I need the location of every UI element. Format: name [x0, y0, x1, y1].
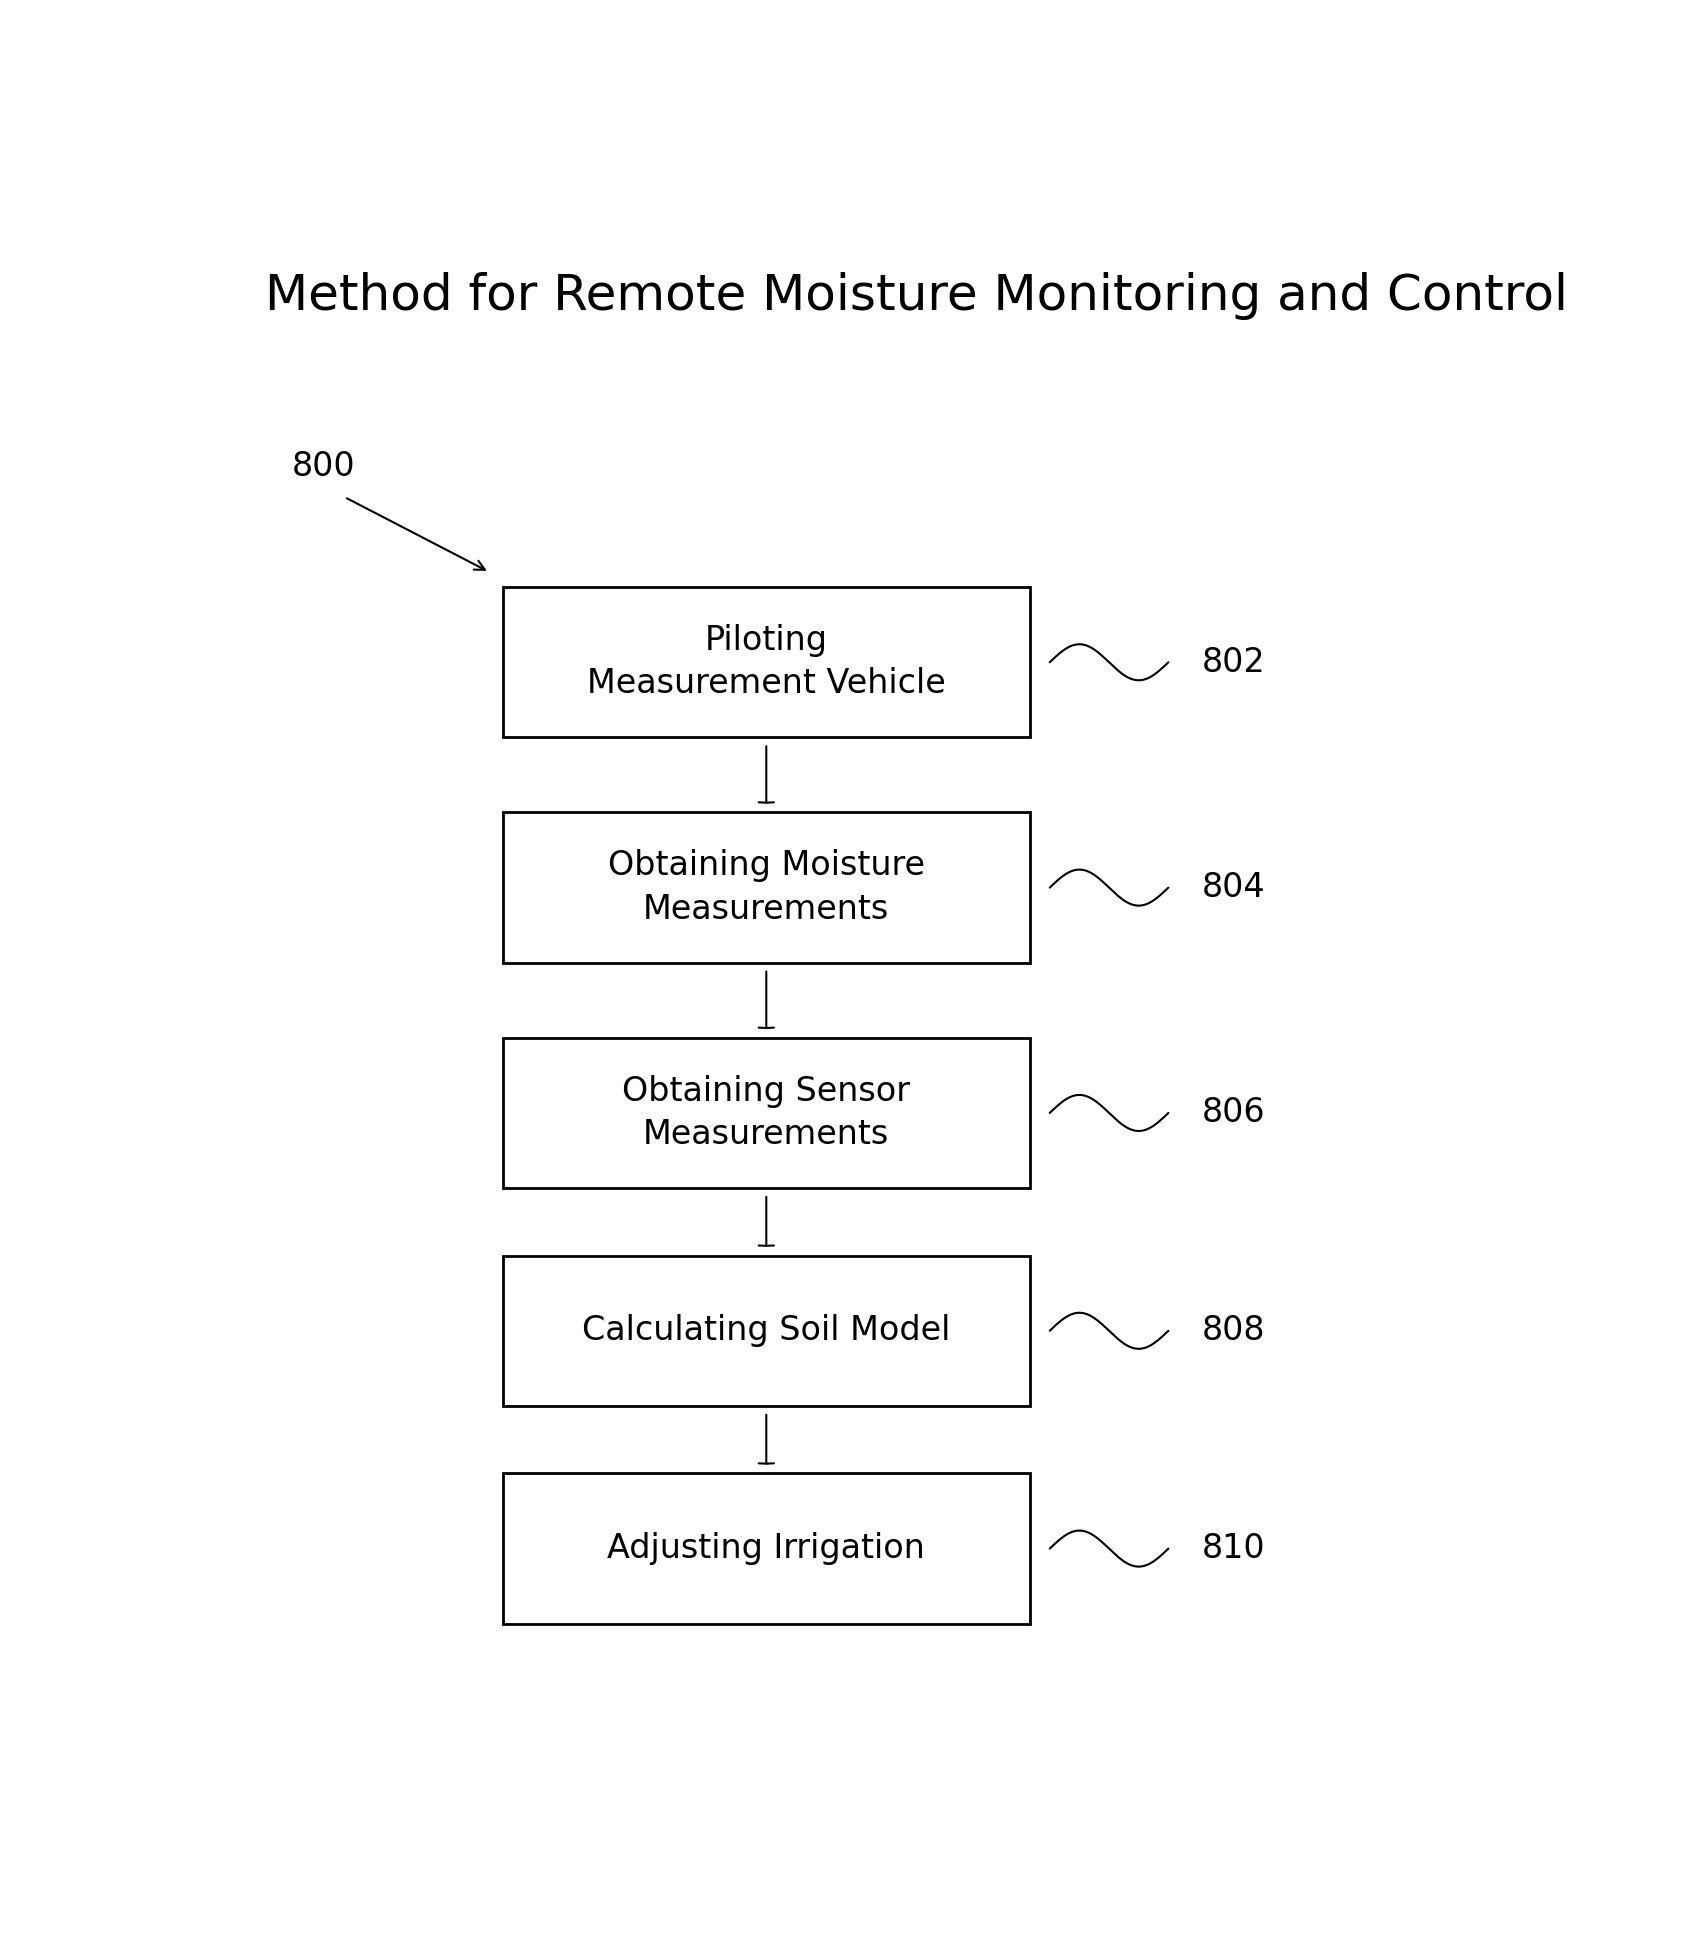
Text: Method for Remote Moisture Monitoring and Control: Method for Remote Moisture Monitoring an…: [265, 271, 1568, 320]
Text: 810: 810: [1201, 1532, 1266, 1565]
Text: 804: 804: [1201, 870, 1266, 903]
Text: Piloting
Measurement Vehicle: Piloting Measurement Vehicle: [587, 624, 946, 700]
Text: Obtaining Moisture
Measurements: Obtaining Moisture Measurements: [607, 849, 925, 927]
Bar: [503, 812, 1031, 962]
Text: 808: 808: [1201, 1315, 1266, 1348]
Bar: [503, 1038, 1031, 1188]
Bar: [503, 1473, 1031, 1623]
Text: Adjusting Irrigation: Adjusting Irrigation: [607, 1532, 925, 1565]
Text: 806: 806: [1201, 1096, 1266, 1130]
Text: Calculating Soil Model: Calculating Soil Model: [582, 1315, 951, 1348]
Text: Obtaining Sensor
Measurements: Obtaining Sensor Measurements: [623, 1075, 910, 1151]
Bar: [503, 587, 1031, 737]
Text: 802: 802: [1201, 646, 1266, 679]
Bar: [503, 1256, 1031, 1407]
Text: 800: 800: [293, 451, 356, 484]
